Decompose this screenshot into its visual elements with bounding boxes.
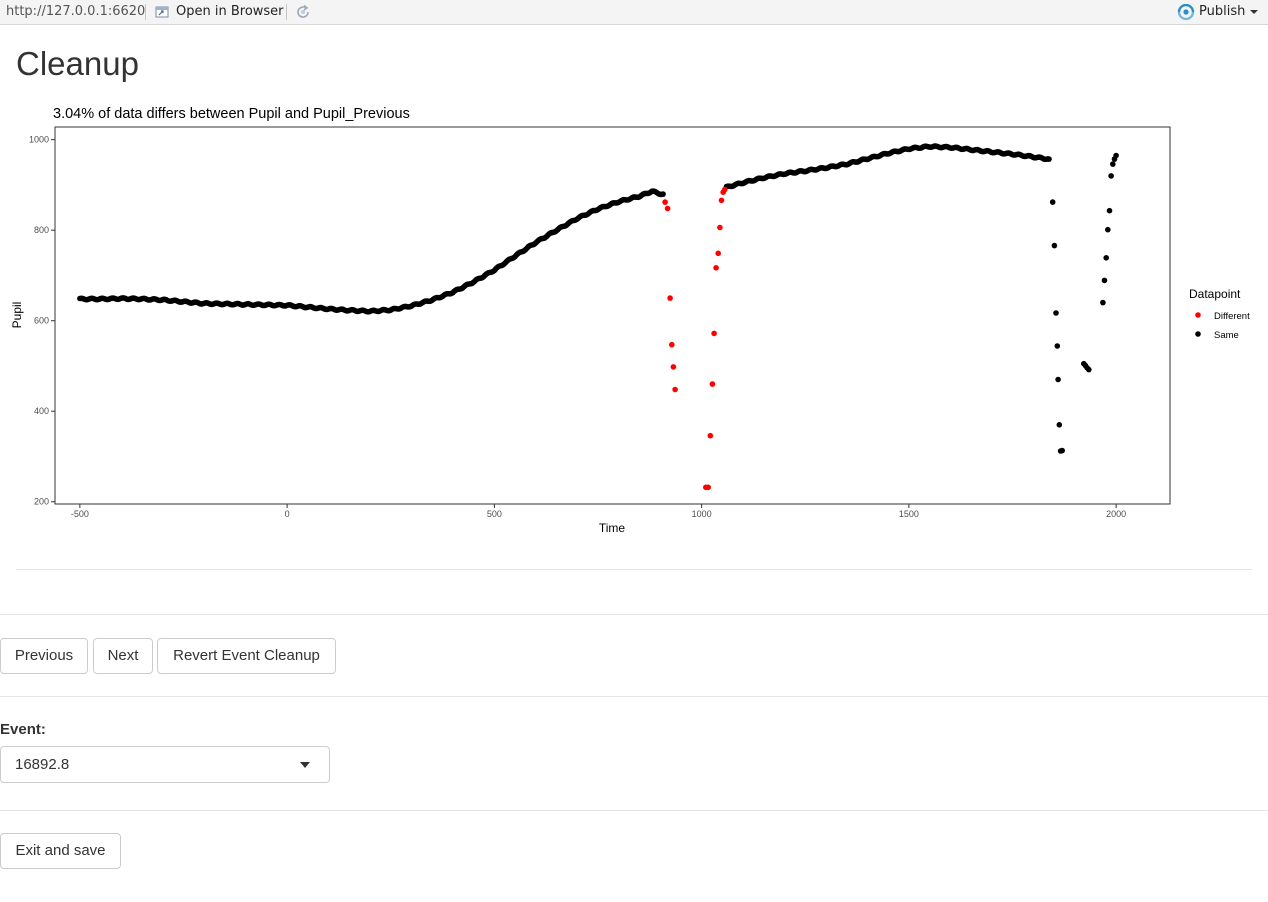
viewer-toolbar: http://127.0.0.1:6620 Open in Browser Pu… <box>0 0 1268 25</box>
x-tick-label: 1000 <box>692 509 712 519</box>
x-tick-label: 500 <box>487 509 502 519</box>
chevron-down-icon[interactable] <box>300 762 310 768</box>
data-point-same <box>1054 343 1061 349</box>
data-point-same <box>1108 173 1114 179</box>
exit-and-save-button[interactable]: Exit and save <box>0 833 121 869</box>
x-tick-label: 2000 <box>1106 509 1126 519</box>
chevron-down-icon[interactable] <box>1250 10 1258 14</box>
data-point-same <box>1051 242 1058 249</box>
data-point-different <box>722 186 728 193</box>
data-point-different <box>717 224 723 231</box>
pupil-scatter-plot: 3.04% of data differs between Pupil and … <box>10 106 1250 535</box>
legend-title: Datapoint <box>1189 287 1241 301</box>
event-select-value: 16892.8 <box>15 756 70 773</box>
x-tick-label: 1500 <box>899 509 919 519</box>
open-browser-icon[interactable] <box>155 6 169 18</box>
y-tick-label: 800 <box>34 225 49 235</box>
event-label: Event: <box>0 721 46 738</box>
data-point-same <box>1055 376 1061 383</box>
y-tick-label: 600 <box>34 316 49 326</box>
data-point-same <box>660 191 666 197</box>
legend-key-different <box>1195 312 1201 318</box>
event-select[interactable]: 16892.8 <box>0 746 330 783</box>
data-point-same <box>1113 152 1119 159</box>
y-tick-label: 200 <box>34 497 49 507</box>
y-axis-label: Pupil <box>10 302 24 329</box>
data-point-different <box>718 197 725 204</box>
data-point-same <box>1056 422 1063 428</box>
publish-button[interactable]: Publish <box>1199 4 1246 19</box>
data-point-same <box>1049 199 1056 205</box>
legend-label-different: Different <box>1214 311 1250 322</box>
open-in-browser-button[interactable]: Open in Browser <box>176 4 284 19</box>
divider <box>0 614 1268 615</box>
data-point-different <box>711 330 717 337</box>
x-tick-label: -500 <box>71 509 89 519</box>
data-point-same <box>1101 277 1108 284</box>
plot-panel <box>54 126 1171 505</box>
data-point-different <box>707 432 714 439</box>
x-tick-label: 0 <box>285 509 290 519</box>
data-point-different <box>705 484 711 491</box>
data-point-same <box>1046 156 1052 162</box>
divider <box>16 569 1252 570</box>
data-point-same <box>1105 226 1111 233</box>
data-point-different <box>709 381 716 387</box>
data-point-same <box>1106 207 1113 214</box>
previous-button[interactable]: Previous <box>0 638 88 674</box>
divider <box>0 810 1268 811</box>
data-point-different <box>672 386 678 393</box>
legend-key-same <box>1195 331 1201 337</box>
legend-label-same: Same <box>1214 330 1239 341</box>
data-point-different <box>664 205 671 212</box>
x-axis-label: Time <box>599 521 626 535</box>
chart-title: 3.04% of data differs between Pupil and … <box>53 106 410 122</box>
data-point-same <box>1100 299 1106 306</box>
data-point-same <box>1086 366 1092 373</box>
divider <box>0 696 1268 697</box>
url-text: http://127.0.0.1:6620 <box>6 4 146 19</box>
next-button[interactable]: Next <box>93 638 153 674</box>
data-point-same <box>1053 310 1059 316</box>
toolbar-divider <box>145 4 146 20</box>
publish-icon[interactable] <box>1177 4 1195 20</box>
legend: Datapoint Different Same <box>1189 287 1250 341</box>
data-point-same <box>1059 447 1065 454</box>
data-point-same <box>1103 254 1109 261</box>
refresh-icon[interactable] <box>295 4 311 20</box>
data-point-different <box>662 199 668 205</box>
data-point-different <box>669 341 675 348</box>
data-point-different <box>667 295 673 301</box>
y-tick-label: 1000 <box>29 135 49 145</box>
revert-event-cleanup-button[interactable]: Revert Event Cleanup <box>157 638 336 674</box>
data-point-different <box>713 265 719 271</box>
data-point-same <box>1110 161 1116 167</box>
y-tick-label: 400 <box>34 406 49 416</box>
page-title: Cleanup <box>16 45 139 82</box>
toolbar-divider <box>286 4 287 20</box>
data-point-different <box>670 364 677 370</box>
data-point-different <box>715 250 721 257</box>
